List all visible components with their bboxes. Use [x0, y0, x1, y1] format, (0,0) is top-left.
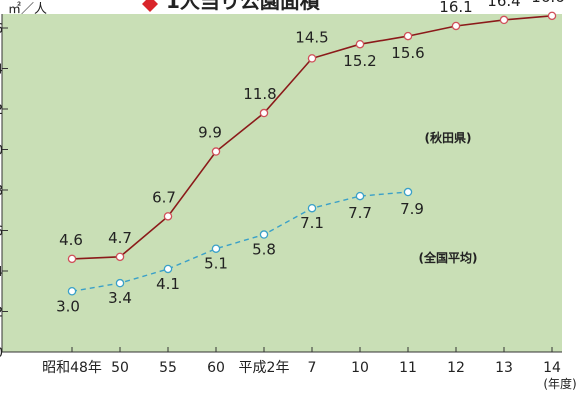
y-tick-label: 4: [0, 265, 3, 280]
data-point: [547, 11, 557, 21]
data-point: [211, 147, 221, 156]
series-national: 3.0 3.4 4.1 5.1 5.8 7.1 7.7 7.9: [56, 187, 424, 315]
series-name-label: (全国平均): [419, 250, 478, 265]
y-tick-label: 0: [0, 346, 3, 361]
data-point: [403, 31, 413, 41]
y-axis-unit: ㎡／人: [8, 2, 47, 17]
axes: 0 2 4 6 8 10 12 14 16 昭和48年 50 55 60 平成2年 7 10 11 12 13 14: [0, 14, 562, 376]
data-label: 14.5: [295, 28, 328, 46]
y-tick-label: 8: [0, 184, 3, 199]
data-label: 11.8: [243, 85, 276, 103]
series-name-labels: (秋田県) (全国平均): [419, 130, 478, 265]
data-point: [259, 230, 269, 239]
chart-title-text: 1人当り公園面積: [166, 0, 321, 13]
y-tick-label: 14: [0, 63, 3, 78]
data-label: 7.1: [300, 214, 324, 232]
x-tick-label: 60: [207, 360, 225, 376]
x-tick-label: 11: [399, 360, 417, 376]
series-line: [71, 191, 409, 292]
x-tick-label: 14: [543, 360, 561, 376]
data-label: 3.0: [56, 297, 80, 315]
x-tick-label: 55: [159, 360, 177, 376]
data-label: 5.8: [252, 241, 276, 259]
data-label: 7.9: [400, 200, 424, 218]
y-tick-label: 6: [0, 225, 3, 240]
data-label: 16.1: [439, 0, 472, 16]
data-point: [67, 286, 77, 296]
data-label: 16.4: [487, 0, 520, 10]
data-point: [451, 21, 461, 31]
data-label: 16.6: [531, 0, 564, 6]
data-label: 15.2: [343, 52, 376, 70]
x-tick-label: 昭和48年: [42, 360, 102, 376]
data-label: 5.1: [204, 255, 228, 273]
data-point: [211, 244, 221, 253]
series-layer: 4.6 4.7 6.7 9.9 11.8 14.5 15.2 15.6 16.1 16.4 16.6…: [56, 0, 565, 315]
data-point: [307, 203, 317, 213]
x-tick-label: 13: [495, 360, 513, 376]
data-point: [307, 54, 317, 63]
data-point: [115, 278, 125, 288]
data-label: 9.9: [198, 124, 222, 142]
data-label: 4.7: [108, 229, 132, 247]
series-name-label: (秋田県): [425, 130, 472, 145]
data-label: 7.7: [348, 204, 372, 222]
data-point: [355, 191, 365, 201]
data-label: 4.6: [59, 231, 83, 249]
data-label: 6.7: [152, 188, 176, 206]
y-tick-label: 2: [0, 306, 3, 321]
y-tick-label: 16: [0, 22, 3, 37]
data-point: [403, 187, 413, 197]
x-tick-label: 12: [447, 360, 465, 376]
x-tick-label: 7: [308, 360, 317, 376]
x-tick-label: 50: [111, 360, 129, 376]
data-point: [355, 39, 365, 49]
y-tick-label: 12: [0, 103, 3, 118]
data-point: [499, 15, 509, 25]
data-point: [67, 254, 77, 264]
x-axis-label: (年度): [543, 376, 576, 391]
data-label: 4.1: [156, 275, 180, 293]
x-tick-label: 平成2年: [239, 360, 290, 376]
data-label: 3.4: [108, 289, 132, 307]
data-point: [115, 252, 125, 262]
data-label: 15.6: [391, 44, 424, 62]
data-point: [163, 264, 173, 274]
diamond-bullet-icon: [142, 0, 158, 12]
data-point: [163, 212, 173, 221]
chart-title: 1人当り公園面積: [142, 0, 321, 13]
x-tick-label: 10: [351, 360, 369, 376]
y-tick-label: 10: [0, 144, 3, 159]
plot-area: [2, 14, 562, 352]
data-point: [259, 108, 269, 118]
series-akita: 4.6 4.7 6.7 9.9 11.8 14.5 15.2 15.6 16.1 16.4 16.6: [59, 0, 565, 264]
